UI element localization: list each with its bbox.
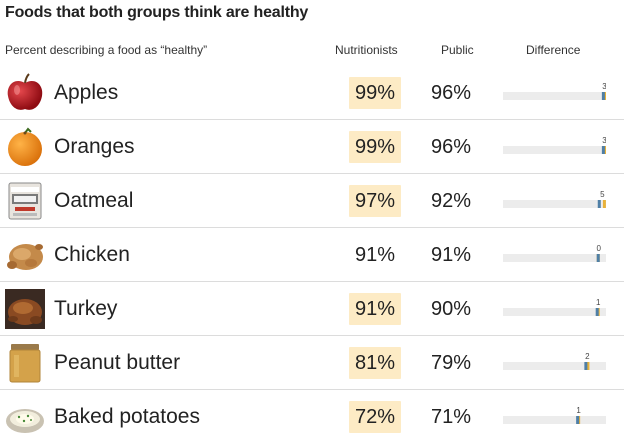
difference-label: 0 xyxy=(597,245,602,253)
oatmeal-icon xyxy=(5,181,45,221)
difference-track xyxy=(503,254,606,262)
difference-label: 1 xyxy=(596,299,601,307)
public-value: 90% xyxy=(430,298,472,320)
nutritionists-value: 99% xyxy=(349,77,401,109)
peanut-butter-icon xyxy=(5,343,45,383)
difference-label: 3 xyxy=(602,83,606,91)
public-value: 91% xyxy=(430,244,472,266)
column-header-nutritionists: Nutritionists xyxy=(335,43,398,57)
public-marker xyxy=(601,146,605,154)
difference-chart: 0 xyxy=(503,245,606,265)
food-name: Chicken xyxy=(54,243,130,266)
difference-track xyxy=(503,200,606,208)
column-header-subtitle: Percent describing a food as “healthy” xyxy=(5,43,208,57)
public-marker xyxy=(595,308,599,316)
difference-label: 5 xyxy=(600,191,605,199)
nutritionists-marker xyxy=(602,200,606,208)
public-marker xyxy=(597,200,601,208)
public-marker xyxy=(576,416,580,424)
nutritionists-marker xyxy=(586,362,590,370)
public-value: 92% xyxy=(430,190,472,212)
public-value: 96% xyxy=(430,82,472,104)
difference-chart: 5 xyxy=(503,191,606,211)
table-row: Turkey 91% 90% 1 xyxy=(0,282,624,336)
nutritionists-value: 91% xyxy=(354,244,396,266)
food-name: Apples xyxy=(54,81,119,104)
orange-icon xyxy=(5,127,45,167)
difference-chart: 2 xyxy=(503,353,606,373)
public-value: 96% xyxy=(430,136,472,158)
table-row: Oranges 99% 96% 3 xyxy=(0,120,624,174)
food-name: Turkey xyxy=(54,297,118,320)
nutritionists-value: 99% xyxy=(349,131,401,163)
food-name: Peanut butter xyxy=(54,351,181,374)
difference-track xyxy=(503,308,606,316)
chart-title: Foods that both groups think are healthy xyxy=(5,4,309,21)
public-value: 71% xyxy=(430,406,472,428)
nutritionists-value: 97% xyxy=(349,185,401,217)
table-row: Apples 99% 96% 3 xyxy=(0,66,624,120)
chicken-icon xyxy=(5,235,45,275)
nutritionists-value: 81% xyxy=(349,347,401,379)
difference-track xyxy=(503,362,606,370)
turkey-icon xyxy=(5,289,45,329)
food-name: Baked potatoes xyxy=(54,405,200,428)
difference-label: 1 xyxy=(576,407,581,415)
public-value: 79% xyxy=(430,352,472,374)
public-marker xyxy=(596,254,600,262)
difference-chart: 3 xyxy=(503,137,606,157)
column-header-public: Public xyxy=(441,43,474,57)
nutritionists-value: 72% xyxy=(349,401,401,433)
public-marker xyxy=(584,362,588,370)
public-marker xyxy=(601,92,605,100)
difference-chart: 1 xyxy=(503,407,606,427)
column-header-difference: Difference xyxy=(526,43,581,57)
apple-icon xyxy=(5,73,45,113)
difference-label: 2 xyxy=(585,353,590,361)
food-table: Apples 99% 96% 3 Oranges 99% 96% 3 Oatmeal 97% 92%… xyxy=(0,66,624,444)
baked-potato-icon xyxy=(5,397,45,437)
table-row: Chicken 91% 91% 0 xyxy=(0,228,624,282)
food-name: Oranges xyxy=(54,135,135,158)
difference-track xyxy=(503,92,606,100)
table-row: Baked potatoes 72% 71% 1 xyxy=(0,390,624,444)
table-row: Peanut butter 81% 79% 2 xyxy=(0,336,624,390)
table-row: Oatmeal 97% 92% 5 xyxy=(0,174,624,228)
food-name: Oatmeal xyxy=(54,189,134,212)
difference-track xyxy=(503,146,606,154)
difference-track xyxy=(503,416,606,424)
difference-label: 3 xyxy=(602,137,606,145)
nutritionists-value: 91% xyxy=(349,293,401,325)
difference-chart: 3 xyxy=(503,83,606,103)
difference-chart: 1 xyxy=(503,299,606,319)
